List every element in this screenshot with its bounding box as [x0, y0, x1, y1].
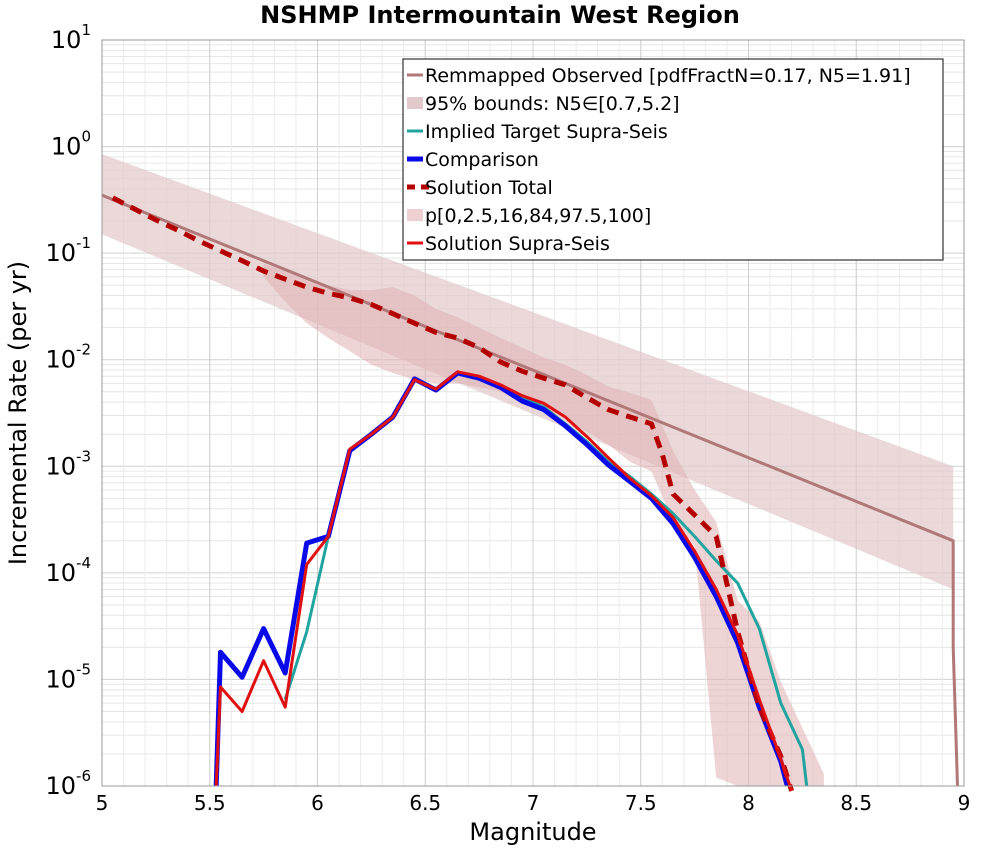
chart-title: NSHMP Intermountain West Region	[260, 1, 740, 29]
legend-label: p[0,2.5,16,84,97.5,100]	[425, 205, 651, 227]
legend-label: Comparison	[425, 149, 539, 171]
y-tick-label: 10-4	[45, 554, 91, 587]
y-axis-ticks: 101 100 10-1 10-2 10-3 10-4 10-5 10-6	[45, 21, 91, 800]
legend-swatch	[407, 97, 423, 109]
series-0-line	[101, 193, 959, 787]
legend-box	[402, 58, 944, 261]
x-axis-ticks: 5 5.5 6 6.5 7 7.5 8 8.5 9	[96, 791, 971, 815]
legend-label: Implied Target Supra-Seis	[425, 121, 668, 143]
plot-frame	[101, 39, 965, 787]
y-tick-label: 101	[51, 21, 91, 54]
x-tick-label: 8.5	[840, 791, 872, 815]
y-tick-label: 10-2	[45, 341, 91, 374]
series-4-line	[111, 195, 794, 792]
legend-label: Remmapped Observed [pdfFractN=0.17, N5=1…	[425, 65, 911, 87]
legend-label: 95% bounds: N5∈[0.7,5.2]	[425, 93, 680, 115]
x-tick-label: 6.5	[409, 791, 441, 815]
x-tick-label: 5.5	[194, 791, 226, 815]
x-tick-label: 8	[742, 791, 755, 815]
y-tick-label: 10-3	[45, 447, 91, 480]
series-3-line	[213, 370, 790, 787]
x-tick-label: 9	[958, 791, 971, 815]
legend-swatch	[407, 209, 423, 221]
series-lines	[101, 193, 959, 792]
y-axis-label: Incremental Rate (per yr)	[4, 261, 32, 565]
series-6-line	[214, 370, 794, 792]
y-tick-label: 10-5	[45, 660, 91, 693]
x-tick-label: 7	[527, 791, 540, 815]
y-tick-label: 100	[51, 128, 91, 161]
x-tick-label: 7.5	[625, 791, 657, 815]
y-tick-label: 10-6	[45, 767, 91, 800]
legend-label: Solution Supra-Seis	[425, 233, 610, 255]
legend: Remmapped Observed [pdfFractN=0.17, N5=1…	[402, 58, 944, 261]
x-tick-label: 5	[96, 791, 109, 815]
legend-label: Solution Total	[425, 177, 553, 199]
y-tick-label: 10-1	[45, 234, 91, 267]
x-axis-label: Magnitude	[469, 818, 596, 846]
x-tick-label: 6	[311, 791, 324, 815]
